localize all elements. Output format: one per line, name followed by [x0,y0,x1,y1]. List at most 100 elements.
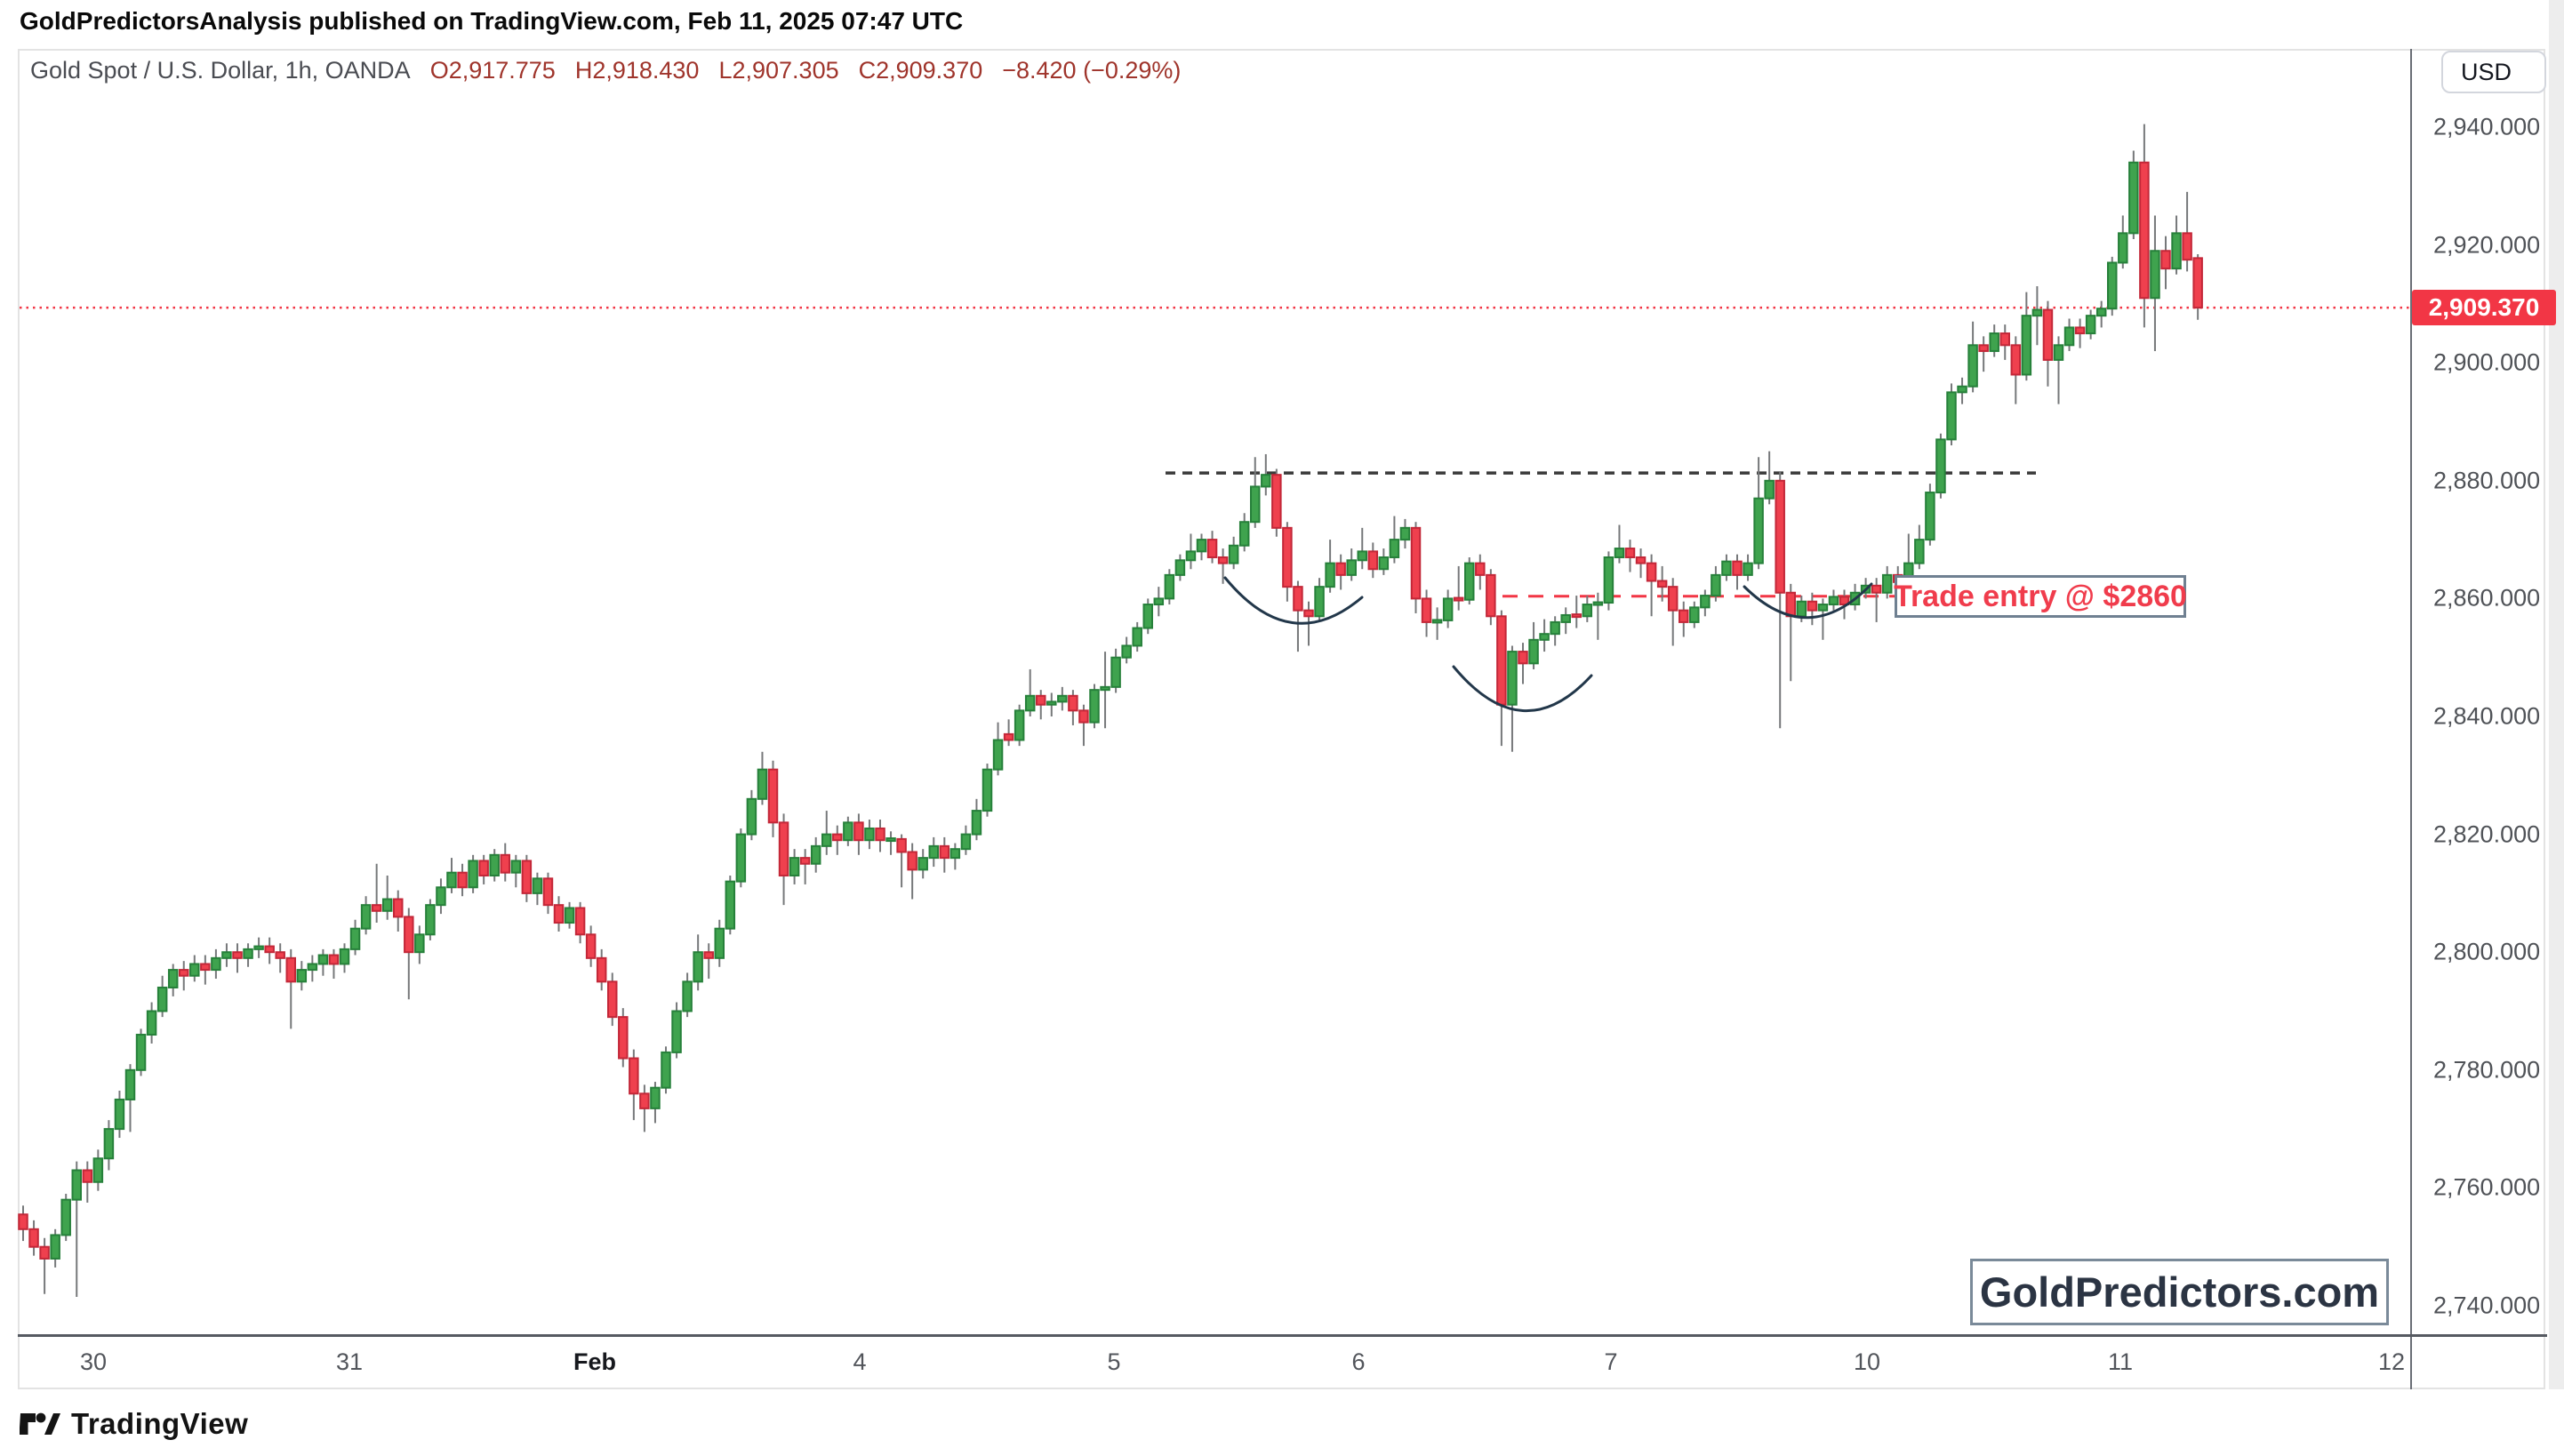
price-tick-label: 2,840.000 [2433,702,2541,730]
candle-body-up [1914,539,1925,564]
open-label: O [429,57,449,84]
candle-body-up [2085,315,2096,335]
candle-body-up [661,1051,671,1089]
candle-body-down [1667,586,1679,612]
price-tick-label: 2,800.000 [2433,938,2541,965]
candle-body-down [1496,615,1507,706]
candle-body-down [328,954,340,965]
candle-body-down [264,945,275,954]
candle-body-up [1946,391,1957,441]
candle-body-up [1711,573,1721,597]
candle-body-up [1228,544,1239,564]
candle-body-up [1796,600,1807,618]
candle-body-up [2095,308,2107,317]
arc-annotation [1223,576,1364,625]
candle-body-up [971,810,982,836]
candle-body-down [200,963,211,972]
candle-body-up [425,904,436,936]
time-tick-label: 5 [1107,1348,1121,1375]
price-tick-label: 2,860.000 [2433,584,2541,612]
levels-layer [20,306,2410,598]
trade-entry-label[interactable]: Trade entry @ $2860 [1894,575,2187,618]
candle-body-up [1967,344,1978,388]
candle-body-down [275,951,285,959]
candle-body-up [960,833,972,851]
candle-body-up [864,827,875,842]
currency-usd-button[interactable]: USD [2441,51,2546,93]
time-tick-label: Feb [573,1348,617,1375]
candle-body-up [1153,597,1165,606]
candle-body-up [1935,438,1946,494]
candle-body-up [124,1068,136,1100]
candle-body-down [1624,548,1636,558]
tradingview-logo[interactable]: TradingView [20,1406,248,1442]
candle-body-up [1346,559,1357,576]
candle-body-up [682,980,693,1012]
candle-body-up [468,860,478,889]
open-value: 2,917.775 [448,57,556,84]
candle-body-up [982,768,993,812]
candle-body-down [18,1213,28,1230]
candle-body-up [360,904,372,930]
candle-body-up [146,1010,157,1036]
candle-body-down [2074,326,2086,335]
time-tick-label: 11 [2107,1348,2134,1375]
candle-body-up [1442,597,1454,621]
candle-body-up [489,853,500,877]
candle-body-up [1431,619,1443,624]
candle-body-up [1592,601,1604,606]
candle-body-down [2139,161,2150,300]
candle-body-down [404,916,414,954]
candle-body-up [1582,604,1593,618]
candle-body-down [875,827,885,842]
time-tick-label: 30 [79,1348,108,1375]
candle-body-down [1206,539,1218,558]
candle-body-up [296,969,308,983]
candle-body-up [1185,550,1197,562]
candle-body-down [1036,694,1046,706]
candle-body-down [478,860,489,877]
candle-body-down [1453,596,1464,602]
candle-body-down [1303,609,1314,618]
candle-body-up [1196,539,1207,553]
candle-body-down [1293,586,1303,612]
candle-body-up [1743,562,1753,576]
candle-body-down [285,956,296,983]
candle-body-down [1410,526,1422,600]
candle-body-up [650,1086,661,1109]
candle-body-up [167,969,179,988]
candle-body-down [574,907,586,936]
candle-body-up [2118,232,2128,264]
candle-body-down [2042,308,2054,361]
candle-body-up [1700,595,1711,609]
candle-body-up [1261,474,1271,488]
candle-body-up [221,951,232,959]
candle-body-down [1271,474,1282,529]
candle-body-down [39,1245,50,1260]
candle-body-down [1078,709,1089,724]
candle-body-down [1068,694,1078,712]
candle-body-down [907,851,917,871]
candle-body-down [596,956,607,983]
candle-body-down [585,933,597,959]
candle-body-down [1282,526,1293,588]
candle-body-down [607,980,618,1019]
candle-body-up [992,739,1004,771]
candle-body-down [767,768,779,824]
published-header: GoldPredictorsAnalysis published on Trad… [20,7,964,35]
candle-body-down [179,969,189,977]
candle-body-down [232,951,243,959]
candle-body-up [1089,689,1100,724]
candle-body-up [1753,497,1764,564]
candle-body-up [671,1010,682,1053]
price-tick-label: 2,900.000 [2433,348,2541,376]
time-tick-label: 10 [1853,1348,1881,1375]
symbol-title[interactable]: Gold Spot / U.S. Dollar, 1h, OANDA [30,57,411,84]
candle-body-up [714,927,725,959]
low-value: 2,907.305 [732,57,839,84]
candle-body-down [457,871,468,889]
candle-body-up [1325,562,1335,588]
candle-body-up [693,951,703,983]
candle-body-down [1518,651,1528,665]
